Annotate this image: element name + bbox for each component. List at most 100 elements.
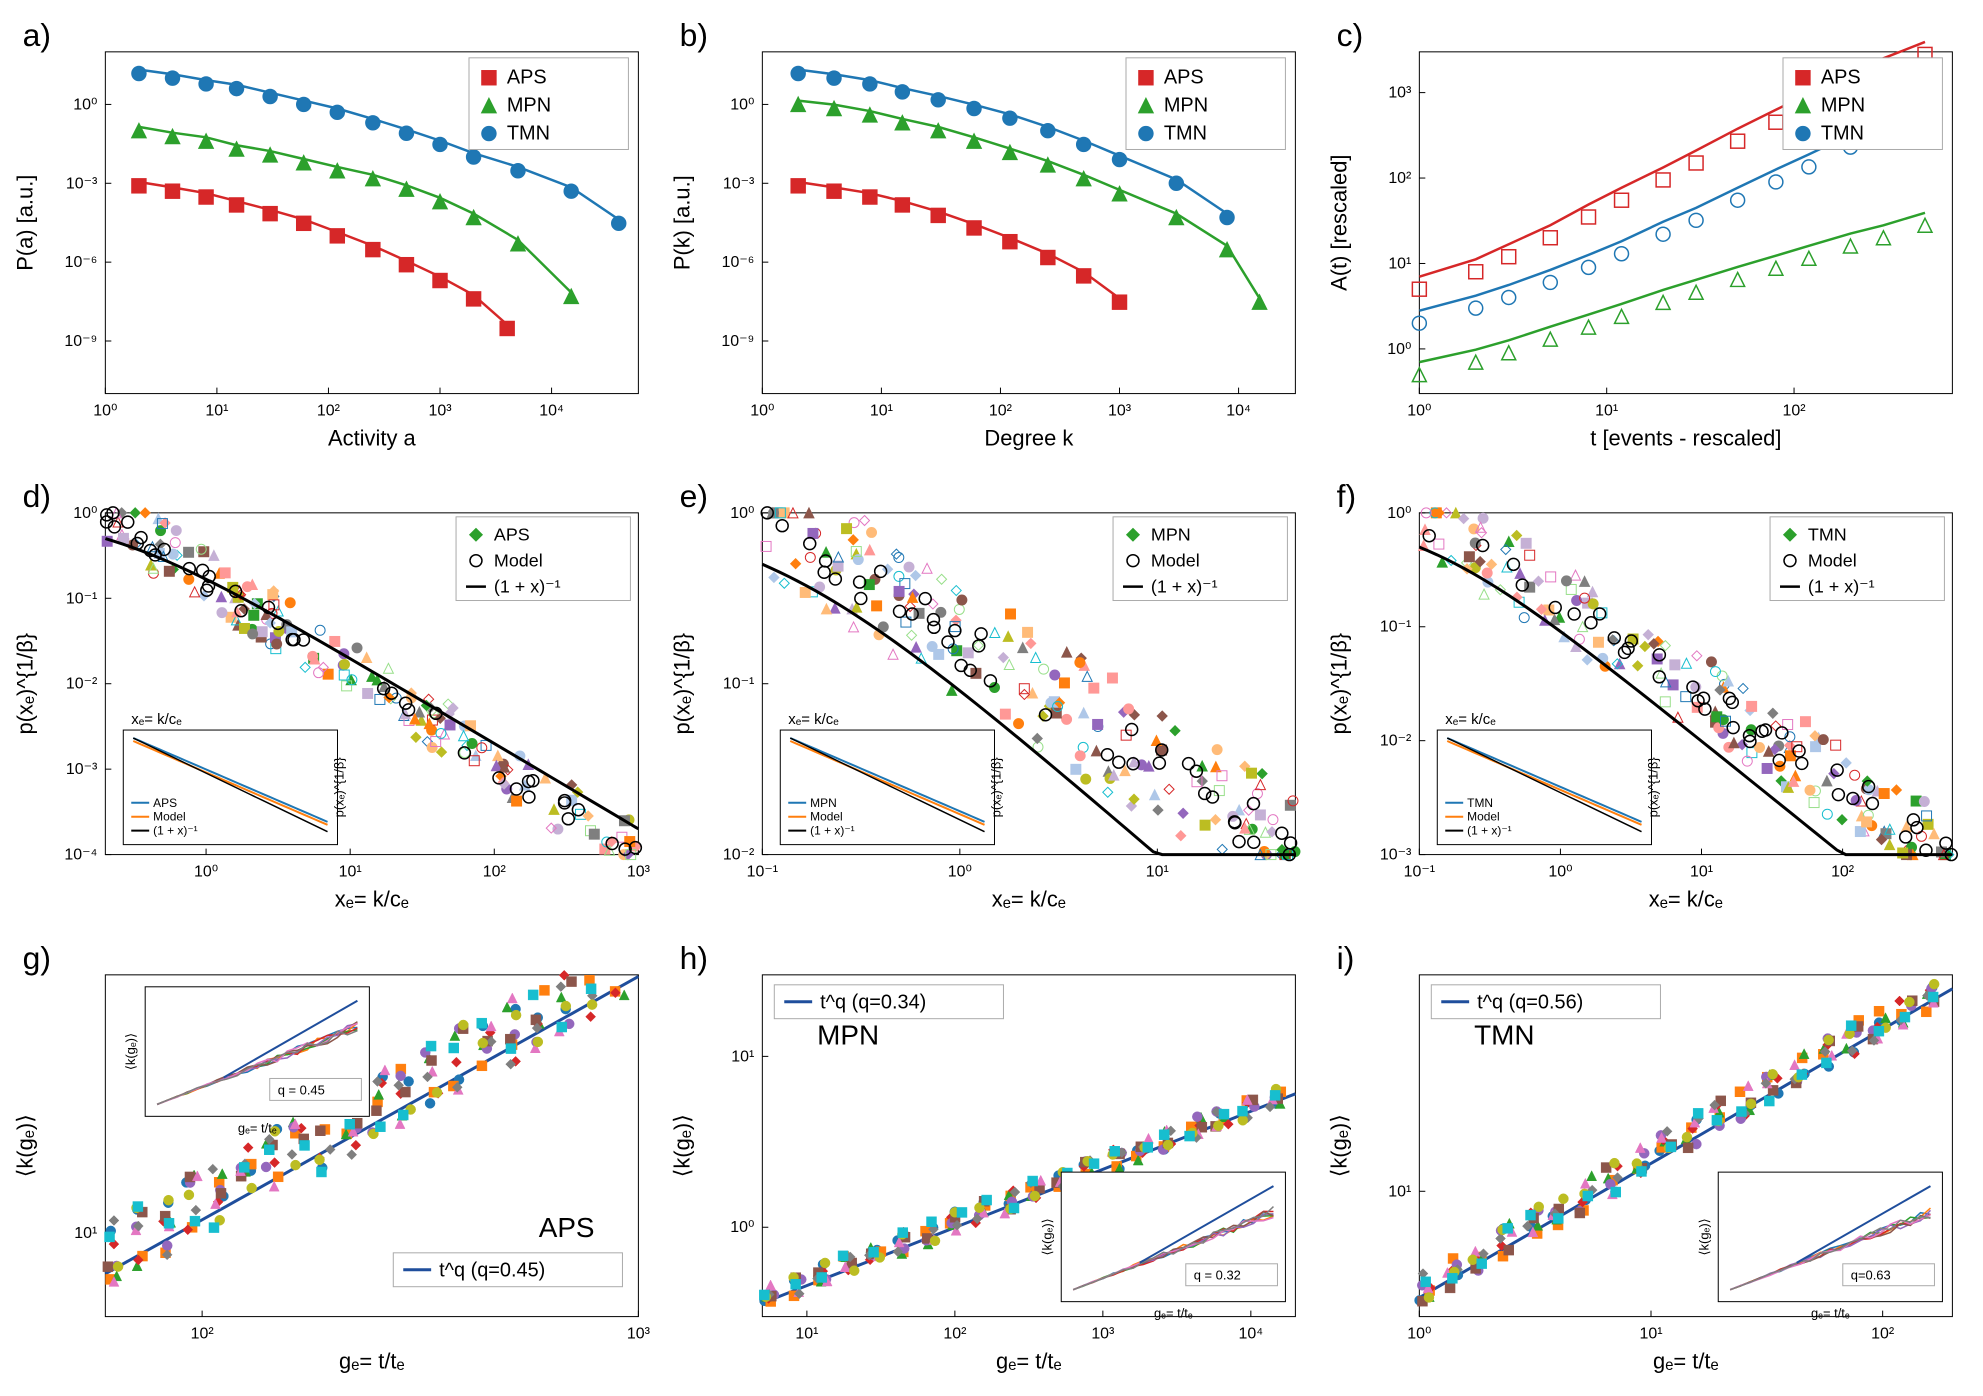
svg-text:⟨k(gₑ)⟩: ⟨k(gₑ)⟩ (1039, 1218, 1054, 1255)
svg-text:10¹: 10¹ (1690, 864, 1713, 881)
svg-text:10²: 10² (1831, 864, 1854, 881)
svg-text:TMN: TMN (1808, 525, 1847, 545)
panel-f: f)10⁻¹10⁰10¹10²10⁻³10⁻²10⁻¹10⁰xₑ= k/cₑp(… (1324, 471, 1973, 924)
panel-h: h)10¹10²10³10⁴10⁰10¹gₑ= t/tₑ⟨k(gₑ)⟩t^q (… (667, 933, 1316, 1386)
svg-text:10⁻¹: 10⁻¹ (723, 676, 754, 693)
svg-text:10¹: 10¹ (1388, 1183, 1411, 1200)
svg-text:MPN: MPN (507, 95, 551, 117)
svg-text:q = 0.45: q = 0.45 (278, 1082, 325, 1097)
svg-text:10¹: 10¹ (74, 1224, 97, 1241)
svg-text:10²: 10² (989, 403, 1012, 420)
svg-text:10⁰: 10⁰ (730, 96, 754, 113)
svg-text:Model: Model (153, 810, 186, 824)
svg-text:TMN: TMN (1164, 123, 1207, 145)
svg-text:10¹: 10¹ (731, 1048, 754, 1065)
svg-text:10¹: 10¹ (1146, 864, 1169, 881)
svg-text:10⁻⁹: 10⁻⁹ (721, 333, 754, 350)
svg-text:xₑ= k/cₑ: xₑ= k/cₑ (788, 711, 839, 728)
svg-text:t^q (q=0.56): t^q (q=0.56) (1477, 991, 1583, 1013)
svg-text:10⁻⁴: 10⁻⁴ (64, 847, 97, 864)
panel-i: i)10⁰10¹10²10¹gₑ= t/tₑ⟨k(gₑ)⟩t^q (q=0.56… (1324, 933, 1973, 1386)
svg-text:10⁰: 10⁰ (1548, 864, 1572, 881)
svg-text:(1 + x)⁻¹: (1 + x)⁻¹ (494, 577, 561, 597)
svg-text:10³: 10³ (627, 864, 650, 881)
svg-text:10²: 10² (943, 1325, 966, 1342)
svg-text:10⁰: 10⁰ (73, 505, 97, 522)
svg-text:Model: Model (1151, 551, 1200, 571)
svg-text:xₑ= k/cₑ: xₑ= k/cₑ (992, 887, 1066, 912)
svg-text:⟨k(gₑ)⟩: ⟨k(gₑ)⟩ (13, 1114, 38, 1177)
svg-text:q=0.63: q=0.63 (1851, 1267, 1891, 1282)
svg-text:p(xₑ)^{1/β}: p(xₑ)^{1/β} (1327, 633, 1352, 735)
svg-text:10³: 10³ (627, 1325, 650, 1342)
svg-text:xₑ= k/cₑ: xₑ= k/cₑ (1445, 711, 1496, 728)
svg-text:10⁻³: 10⁻³ (66, 175, 97, 192)
svg-text:MPN: MPN (810, 796, 837, 810)
svg-text:(1 + x)⁻¹: (1 + x)⁻¹ (1151, 577, 1218, 597)
panel-g: g)10²10³10¹gₑ= t/tₑ⟨k(gₑ)⟩t^q (q=0.45)AP… (10, 933, 659, 1386)
svg-text:Model: Model (810, 810, 843, 824)
svg-text:gₑ= t/tₑ: gₑ= t/tₑ (996, 1348, 1062, 1373)
svg-text:10⁻³: 10⁻³ (723, 175, 754, 192)
svg-text:g): g) (23, 940, 51, 976)
svg-text:10⁰: 10⁰ (1407, 403, 1431, 420)
svg-text:10¹: 10¹ (1595, 403, 1618, 420)
svg-text:10⁰: 10⁰ (1387, 505, 1411, 522)
svg-text:b): b) (680, 17, 708, 53)
svg-text:APS: APS (507, 67, 547, 89)
svg-text:10⁰: 10⁰ (93, 403, 117, 420)
svg-text:h): h) (680, 940, 708, 976)
svg-text:A(t) [rescaled]: A(t) [rescaled] (1327, 155, 1352, 291)
svg-text:f): f) (1337, 478, 1356, 514)
svg-text:p(xₑ)^{1/β}: p(xₑ)^{1/β} (988, 757, 1003, 818)
svg-text:10⁻²: 10⁻² (723, 847, 754, 864)
svg-text:TMN: TMN (1474, 1019, 1534, 1050)
svg-text:gₑ= t/tₑ: gₑ= t/tₑ (1653, 1348, 1719, 1373)
svg-text:10⁻²: 10⁻² (1380, 733, 1411, 750)
svg-text:MPN: MPN (817, 1019, 879, 1050)
svg-text:APS: APS (494, 525, 530, 545)
svg-text:c): c) (1337, 17, 1364, 53)
svg-text:10¹: 10¹ (205, 403, 228, 420)
svg-text:10³: 10³ (1091, 1325, 1114, 1342)
svg-text:⟨k(gₑ)⟩: ⟨k(gₑ)⟩ (670, 1114, 695, 1177)
svg-text:10⁻⁶: 10⁻⁶ (65, 254, 98, 271)
svg-text:Degree k: Degree k (984, 425, 1073, 450)
svg-text:⟨k(gₑ)⟩: ⟨k(gₑ)⟩ (123, 1033, 138, 1070)
svg-text:10⁻¹: 10⁻¹ (747, 864, 778, 881)
svg-text:d): d) (23, 478, 51, 514)
svg-text:Model: Model (1808, 551, 1857, 571)
svg-text:10³: 10³ (1108, 403, 1131, 420)
svg-text:gₑ= t/tₑ: gₑ= t/tₑ (1154, 1305, 1193, 1320)
svg-text:10¹: 10¹ (870, 403, 893, 420)
svg-text:10⁰: 10⁰ (73, 96, 97, 113)
svg-text:a): a) (23, 17, 51, 53)
svg-text:gₑ= t/tₑ: gₑ= t/tₑ (339, 1348, 405, 1373)
svg-text:10²: 10² (1388, 170, 1411, 187)
svg-text:10⁻⁹: 10⁻⁹ (64, 333, 97, 350)
svg-text:10⁰: 10⁰ (730, 1219, 754, 1236)
svg-text:APS: APS (153, 796, 177, 810)
svg-text:APS: APS (1164, 67, 1204, 89)
svg-text:gₑ= t/tₑ: gₑ= t/tₑ (1811, 1305, 1850, 1320)
svg-text:P(k) [a.u.]: P(k) [a.u.] (670, 175, 695, 270)
svg-text:Model: Model (494, 551, 543, 571)
svg-text:Activity a: Activity a (328, 425, 416, 450)
svg-text:TMN: TMN (507, 123, 550, 145)
svg-text:10⁻¹: 10⁻¹ (1380, 619, 1411, 636)
svg-text:p(xₑ)^{1/β}: p(xₑ)^{1/β} (670, 633, 695, 735)
svg-text:xₑ= k/cₑ: xₑ= k/cₑ (1649, 887, 1723, 912)
svg-text:p(xₑ)^{1/β}: p(xₑ)^{1/β} (13, 633, 38, 735)
svg-text:p(xₑ)^{1/β}: p(xₑ)^{1/β} (331, 757, 346, 818)
svg-text:t^q (q=0.45): t^q (q=0.45) (439, 1259, 545, 1281)
svg-text:10¹: 10¹ (1639, 1325, 1662, 1342)
svg-text:q = 0.32: q = 0.32 (1194, 1267, 1241, 1282)
svg-text:(1 + x)⁻¹: (1 + x)⁻¹ (1467, 824, 1511, 838)
panel-a: a)10⁰10¹10²10³10⁴10⁻⁹10⁻⁶10⁻³10⁰Activity… (10, 10, 659, 463)
svg-text:10⁻⁶: 10⁻⁶ (722, 254, 755, 271)
svg-text:t [events - rescaled]: t [events - rescaled] (1590, 425, 1781, 450)
svg-text:APS: APS (539, 1212, 595, 1243)
panel-e: e)10⁻¹10⁰10¹10⁻²10⁻¹10⁰xₑ= k/cₑp(xₑ)^{1/… (667, 471, 1316, 924)
svg-text:10⁴: 10⁴ (539, 403, 564, 420)
svg-text:t^q (q=0.34): t^q (q=0.34) (820, 991, 926, 1013)
